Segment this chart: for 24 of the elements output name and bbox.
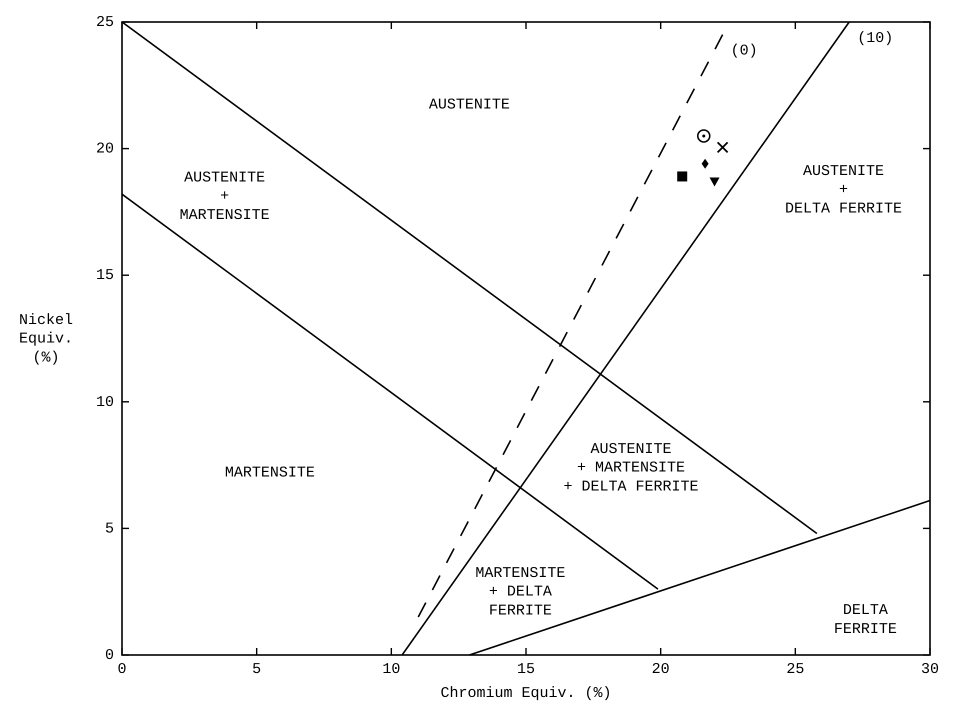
annotation: AUSTENITE + MARTENSITE [180,169,270,224]
y-tick-label: 10 [96,394,114,411]
x-tick-label: 10 [382,661,400,678]
annotation: AUSTENITE + MARTENSITE + DELTA FERRITE [564,440,699,496]
annotation: AUSTENITE [428,96,510,114]
x-tick-label: 25 [786,661,804,678]
annotation: MARTENSITE [224,464,315,482]
x-axis-title: Chromium Equiv. (%) [440,684,612,702]
annotation: DELTA FERRITE [834,602,897,638]
annotation: AUSTENITE + DELTA FERRITE [785,162,902,218]
y-tick-label: 15 [96,267,114,284]
annotation: MARTENSITE + DELTA FERRITE [475,564,566,620]
series-label: (0) [730,42,758,60]
y-axis-title: Nickel Equiv. (%) [18,312,74,366]
y-tick-label: 0 [104,646,114,664]
x-tick-label: 15 [516,661,536,678]
x-tick-label: 20 [652,661,670,678]
y-tick-label: 25 [96,14,114,31]
series-label: (10) [857,30,894,47]
x-tick-label: 0 [117,661,127,678]
y-tick-label: 20 [96,140,114,158]
x-tick-label: 5 [252,661,262,678]
y-tick-label: 5 [104,520,114,538]
x-tick-label: 30 [920,661,940,678]
